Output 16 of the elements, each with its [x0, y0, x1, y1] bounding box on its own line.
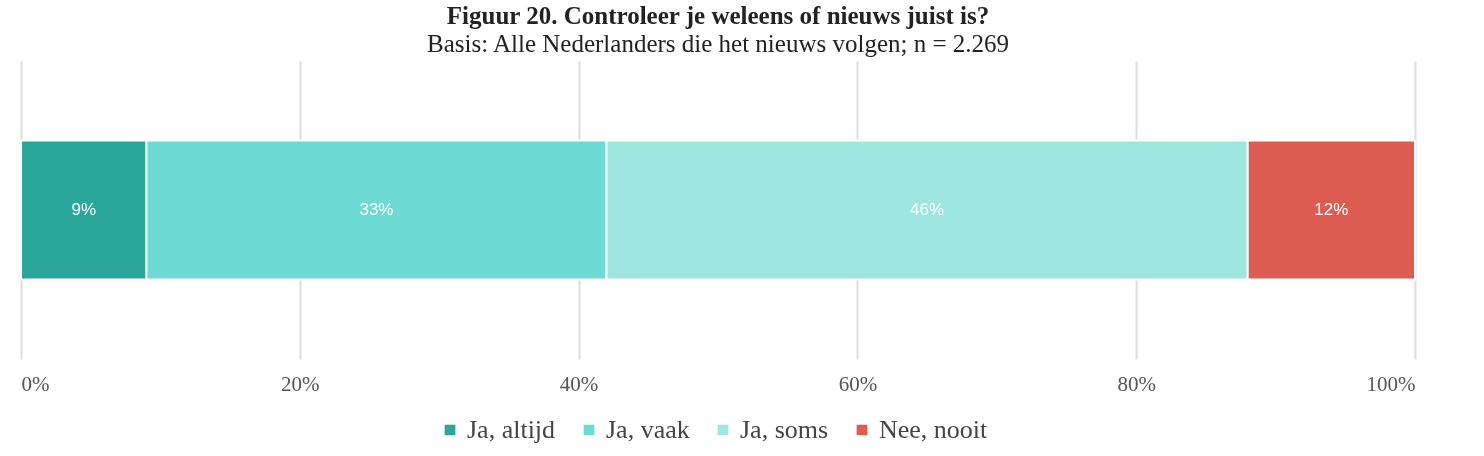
x-tick-label: 0%	[21, 371, 50, 396]
chart-subtitle: Basis: Alle Nederlanders die het nieuws volgen; n = 2.269	[426, 30, 1010, 57]
legend-label: Ja, altijd	[467, 415, 556, 444]
text: 9%	[71, 200, 97, 219]
x-tick-label: 60%	[838, 371, 878, 396]
x-tick-label: 40%	[559, 371, 599, 396]
x-tick-label: 80%	[1117, 371, 1156, 396]
x-tick-label: 100%	[1366, 371, 1416, 396]
text: 46%	[910, 200, 945, 219]
chart-title: Figuur 20. Controleer je weleens of nieuws juist is?	[446, 2, 990, 29]
text: 33%	[359, 200, 394, 219]
text: 12%	[1314, 200, 1349, 219]
legend-label: Ja, vaak	[606, 415, 690, 444]
legend-label: Nee, nooit	[879, 415, 989, 444]
x-tick-label: 20%	[281, 371, 320, 396]
legend-label: Ja, soms	[740, 415, 829, 444]
